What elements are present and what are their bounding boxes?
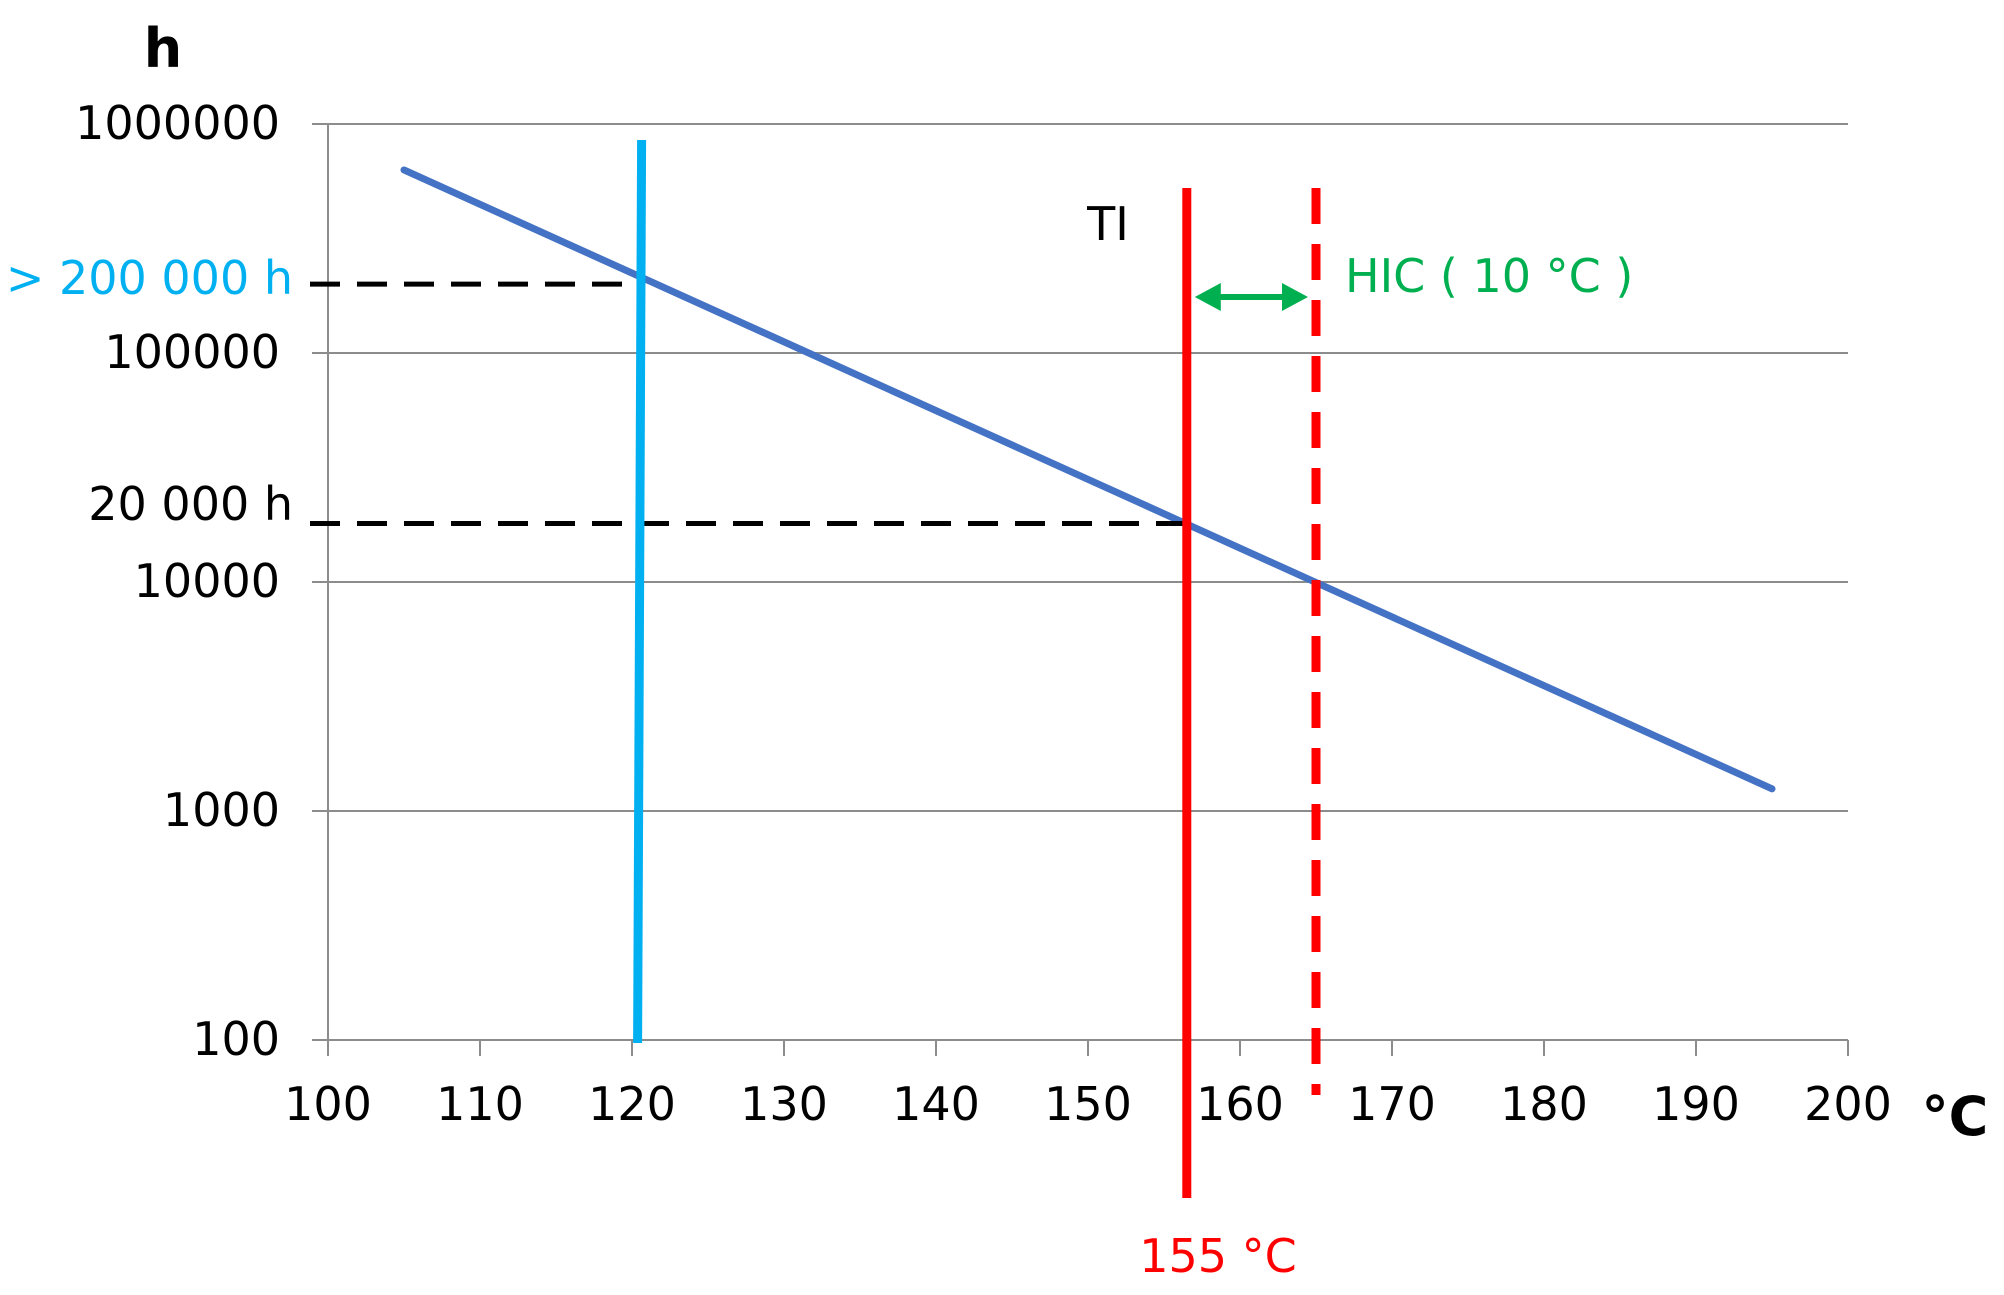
- x-tick-label: 120: [588, 1077, 676, 1131]
- x-tick-label: 190: [1652, 1077, 1740, 1131]
- series-line: [400, 166, 1776, 793]
- x-tick-label: 150: [1044, 1077, 1132, 1131]
- y-tick-label: 1000: [163, 783, 280, 837]
- x-tick-label: 130: [740, 1077, 828, 1131]
- x-tick-label: 160: [1196, 1077, 1284, 1131]
- axes: [327, 124, 1849, 1056]
- x-tick-labels: 100 110 120 130 140 150 160 170 180 190 200: [284, 1077, 1892, 1131]
- x-tick-label: 170: [1348, 1077, 1436, 1131]
- x-tick-label: 110: [436, 1077, 524, 1131]
- label-20k-hours: 20 000 h: [88, 477, 293, 531]
- blue-vertical-line: [633, 139, 647, 1044]
- y-tick-labels: 1000000 100000 10000 1000 100: [75, 96, 280, 1066]
- label-155c: 155 °C: [1139, 1229, 1297, 1283]
- annotations: > 200 000 h 20 000 h TI HIC ( 10 °C ) 155 °C: [6, 139, 1633, 1283]
- x-tick-label: 140: [892, 1077, 980, 1131]
- y-tick-label: 100: [192, 1012, 280, 1066]
- label-ti: TI: [1086, 197, 1129, 251]
- hic-arrow-head-right: [1282, 283, 1308, 311]
- x-tick-label: 200: [1804, 1077, 1892, 1131]
- y-axis-label: h: [144, 17, 182, 80]
- label-200k-hours: > 200 000 h: [6, 251, 293, 305]
- x-tick-label: 100: [284, 1077, 372, 1131]
- label-hic: HIC ( 10 °C ): [1345, 249, 1633, 303]
- hic-arrow-head-left: [1194, 283, 1221, 311]
- y-tick-label: 1000000: [75, 96, 280, 150]
- y-tick-label: 100000: [104, 325, 280, 379]
- series-group: [400, 166, 1776, 793]
- x-axis-label: °C: [1922, 1085, 1989, 1148]
- y-tick-label: 10000: [134, 554, 280, 608]
- x-tick-label: 180: [1500, 1077, 1588, 1131]
